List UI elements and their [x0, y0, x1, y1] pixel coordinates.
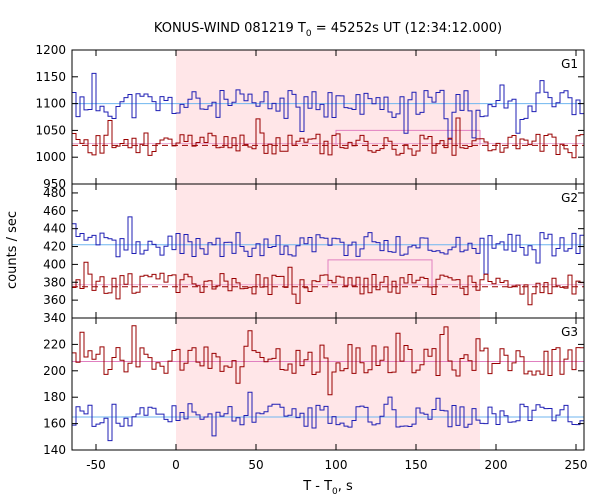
y-tick-label: 440: [43, 222, 66, 236]
y-tick-label: 1100: [35, 97, 66, 111]
x-tick-label: -50: [86, 458, 106, 472]
panel-label-g3: G3: [561, 325, 578, 339]
y-tick-label: 1000: [35, 150, 66, 164]
x-tick-label: 150: [405, 458, 428, 472]
y-tick-label: 140: [43, 443, 66, 457]
y-tick-label: 1150: [35, 70, 66, 84]
panel-label-g2: G2: [561, 191, 578, 205]
y-tick-label: 360: [43, 293, 66, 307]
series-top: [72, 216, 584, 275]
y-tick-label: 1200: [35, 43, 66, 57]
panel-g1: [72, 72, 584, 159]
y-axis-label: counts / sec: [5, 211, 20, 289]
y-tick-label: 160: [43, 417, 66, 431]
series-top: [72, 72, 584, 140]
panel-label-g1: G1: [561, 57, 578, 71]
series-bottom: [72, 117, 584, 159]
series-bottom: [72, 391, 584, 442]
y-tick-label: 420: [43, 240, 66, 254]
x-tick-label: 200: [485, 458, 508, 472]
y-tick-label: 380: [43, 275, 66, 289]
panel-frame-g3: [71, 317, 585, 451]
x-axis-label: T - T0, s: [302, 479, 353, 497]
y-tick-label: 1050: [35, 123, 66, 137]
panel-frames: 95010001050110011501200G1340360380400420…: [35, 43, 587, 472]
panel-g2: [72, 216, 584, 306]
x-tick-label: 250: [565, 458, 588, 472]
y-tick-label: 950: [43, 177, 66, 191]
burst-model-step: [327, 259, 433, 287]
x-tick-label: 100: [325, 458, 348, 472]
y-tick-label: 180: [43, 390, 66, 404]
x-tick-label: 0: [172, 458, 180, 472]
y-tick-label: 480: [43, 186, 66, 200]
series-top: [72, 325, 584, 396]
y-tick-label: 400: [43, 257, 66, 271]
y-tick-label: 460: [43, 204, 66, 218]
y-tick-label: 200: [43, 364, 66, 378]
series-bottom: [72, 261, 584, 306]
panel-g3: [72, 325, 584, 442]
chart-title: KONUS-WIND 081219 T0 = 45252s UT (12:34:…: [154, 21, 502, 39]
x-tick-label: 50: [248, 458, 263, 472]
y-tick-label: 340: [43, 311, 66, 325]
series-layer: [72, 72, 584, 442]
y-tick-label: 220: [43, 337, 66, 351]
